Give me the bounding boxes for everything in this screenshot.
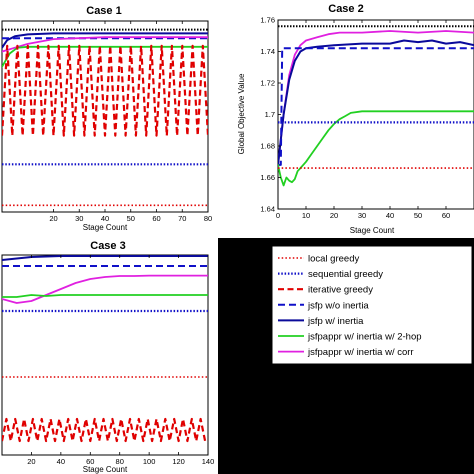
tick-group: 0 10 20 30 40 50 60 1.64 1.66 1.68 1.7 1.72 1.74 1.76 [260, 16, 450, 221]
x-tick-label: 140 [202, 457, 215, 466]
y-tick-label: 1.74 [260, 47, 275, 56]
x-tick-label: 20 [49, 214, 57, 223]
y-axis-label: Global Objective Value [237, 73, 246, 154]
x-tick-label: 50 [414, 211, 422, 220]
x-axis-label: Stage Count [83, 465, 128, 474]
x-tick-label: 60 [86, 457, 94, 466]
plot-area [1, 20, 209, 213]
legend: local greedy sequential greedy iterative g… [271, 245, 473, 365]
legend-label: iterative greedy [308, 285, 373, 296]
plot-area [277, 19, 474, 210]
series-line-jsfpappr-corr [2, 36, 208, 53]
panel-title: Case 3 [90, 240, 125, 252]
series-line-iterative-greedy [2, 417, 207, 443]
panel-title: Case 2 [328, 3, 363, 15]
x-tick-label: 30 [75, 214, 83, 223]
legend-label: jsfpappr w/ inertia w/ corr [307, 347, 414, 358]
panel-case-1: Case 1 20 30 40 50 60 70 80 Stage Count [1, 5, 212, 232]
legend-label: jsfpappr w/ inertia w/ 2-hop [307, 332, 422, 343]
series-line-jsfpappr-2hop [278, 110, 474, 187]
x-tick-label: 0 [276, 211, 280, 220]
series-line-jsfpappr-corr [2, 274, 208, 304]
panel-case-3: Case 3 20 40 60 80 100 120 140 Stage Count [1, 240, 214, 474]
x-tick-label: 10 [302, 211, 310, 220]
y-tick-label: 1.7 [265, 110, 275, 119]
x-tick-label: 70 [178, 214, 186, 223]
x-tick-label: 20 [330, 211, 338, 220]
x-tick-label: 100 [143, 457, 156, 466]
series-line-jsfp-w-inertia [2, 255, 208, 261]
series-group [2, 255, 208, 443]
x-tick-label: 40 [386, 211, 394, 220]
x-tick-label: 20 [27, 457, 35, 466]
tick-group: 20 40 60 80 100 120 140 [27, 255, 214, 466]
series-line-jsfpappr-corr [278, 30, 474, 166]
x-tick-label: 40 [57, 457, 65, 466]
y-tick-label: 1.66 [260, 173, 275, 182]
legend-label: jsfp w/o inertia [307, 300, 369, 311]
x-tick-label: 60 [152, 214, 160, 223]
legend-box [271, 245, 473, 365]
series-line-iterative-greedy [2, 44, 208, 137]
series-group [2, 28, 208, 207]
y-tick-label: 1.64 [260, 205, 275, 214]
x-tick-label: 120 [172, 457, 185, 466]
legend-label: jsfp w/ inertia [307, 316, 364, 327]
y-tick-label: 1.76 [260, 16, 275, 25]
panel-title: Case 1 [86, 5, 121, 17]
series-line-jsfp-wo-inertia [278, 47, 474, 166]
panel-case-2: Case 2 0 10 20 30 40 50 60 1.64 1.66 1.68 1.7 1.72 1… [237, 3, 474, 235]
y-tick-label: 1.72 [260, 79, 275, 88]
series-line-jsfpappr-2hop [2, 294, 208, 298]
plot-area [1, 254, 209, 456]
x-tick-label: 30 [358, 211, 366, 220]
series-line-jsfp-w-inertia [2, 32, 208, 49]
x-tick-label: 80 [204, 214, 212, 223]
x-axis-label: Stage Count [350, 226, 395, 235]
tick-group: 20 30 40 50 60 70 80 [49, 21, 212, 223]
series-line-jsfp-w-inertia [278, 39, 474, 166]
x-tick-label: 50 [127, 214, 135, 223]
legend-items: local greedy sequential greedy iterative g… [278, 254, 422, 358]
x-axis-label: Stage Count [83, 223, 128, 232]
y-tick-label: 1.68 [260, 142, 275, 151]
legend-label: sequential greedy [308, 269, 383, 280]
series-group [278, 25, 474, 187]
x-tick-label: 40 [101, 214, 109, 223]
x-tick-label: 80 [116, 457, 124, 466]
x-tick-label: 60 [442, 211, 450, 220]
legend-label: local greedy [308, 254, 359, 265]
